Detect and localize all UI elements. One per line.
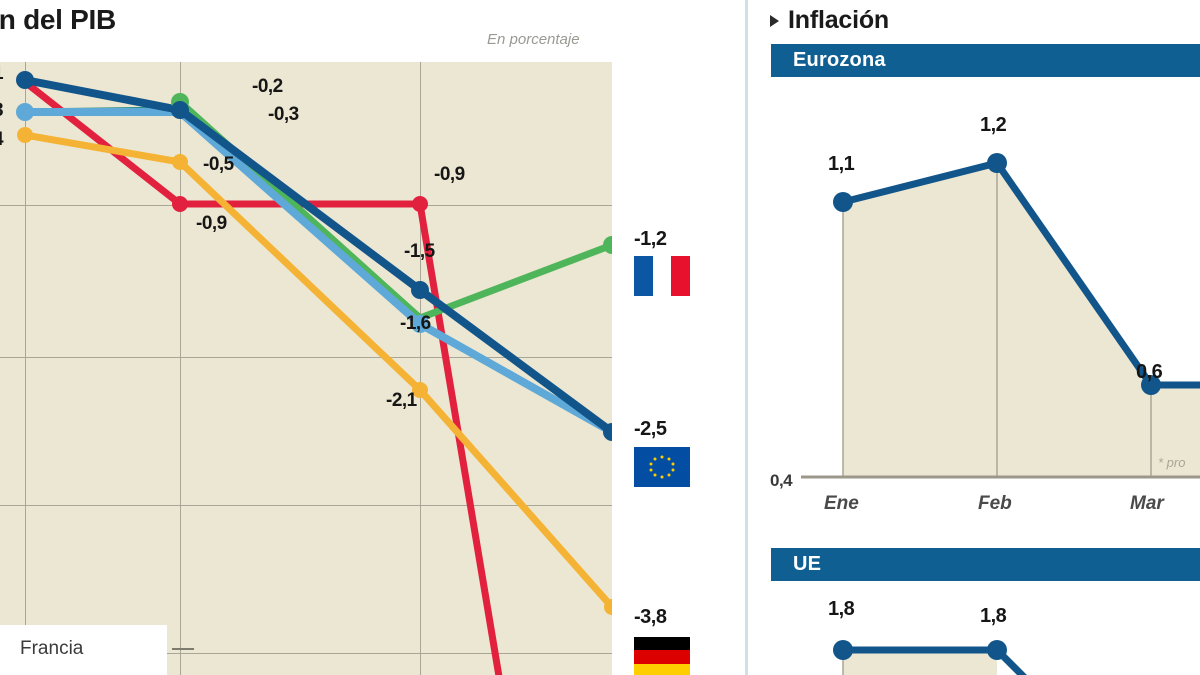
unit-note: En porcentaje	[487, 31, 580, 48]
data-point	[412, 382, 428, 398]
axis-tick-ene: Ene	[824, 493, 859, 514]
inflation-panel: Inflación Eurozona 1,1 1,2 0,6 0,4 Ene	[748, 0, 1200, 675]
axis-tick-mar: Mar	[1130, 493, 1164, 514]
data-point	[412, 196, 428, 212]
eurozona-band: Eurozona	[771, 44, 1200, 77]
data-point	[987, 640, 1007, 660]
eurozona-label: Eurozona	[793, 49, 886, 71]
value-label-mar: 0,6	[1136, 361, 1163, 383]
data-point	[172, 196, 188, 212]
gridline-horizontal	[0, 653, 612, 654]
data-label: -1,5	[404, 241, 435, 262]
data-point	[603, 236, 612, 254]
data-label: -0,3	[268, 104, 299, 125]
data-point	[17, 127, 33, 143]
series-line-eurozona	[839, 159, 1200, 389]
data-point	[604, 599, 612, 615]
data-point	[171, 101, 189, 119]
legend-label-francia: Francia	[20, 638, 84, 659]
triangle-right-icon	[770, 14, 779, 27]
data-point	[172, 154, 188, 170]
data-point	[411, 281, 429, 299]
gdp-panel: ón del PIB En porcentaje	[0, 4, 691, 675]
value-label-ene: 1,1	[828, 153, 855, 175]
inflation-title: Inflación	[788, 6, 889, 34]
inflation-header: Inflación	[770, 6, 889, 35]
axis-tick-feb: Feb	[978, 493, 1012, 514]
data-label: -2,1	[386, 390, 417, 411]
y-axis-label: 4	[0, 129, 4, 151]
gridline-vertical	[180, 62, 181, 675]
series-line-orange	[21, 131, 612, 611]
data-point	[603, 423, 612, 441]
ue-label: UE	[793, 553, 822, 575]
gridline-vertical	[420, 62, 421, 675]
end-label-germany: -3,8	[634, 606, 667, 628]
end-label-france: -1,2	[634, 228, 667, 250]
value-label-feb: 1,2	[980, 114, 1007, 136]
data-label: -1,6	[400, 313, 431, 334]
gdp-series-svg	[16, 71, 612, 675]
legend-tick-mark	[172, 648, 194, 650]
gridline-horizontal	[0, 357, 612, 358]
data-label: -0,9	[434, 164, 465, 185]
france-flag	[634, 256, 691, 296]
eu-stars-icon	[649, 455, 675, 479]
y-axis-label: 3	[0, 100, 4, 122]
page-title: ón del PIB	[0, 4, 116, 35]
area-fill	[843, 163, 1200, 477]
data-label: -0,9	[196, 213, 227, 234]
eu-flag	[634, 447, 690, 487]
data-label: -0,2	[252, 76, 283, 97]
data-point	[833, 192, 853, 212]
germany-flag	[634, 637, 690, 675]
series-line-green	[176, 98, 612, 322]
y-axis-label: 1	[0, 63, 4, 85]
value-label-ue-feb: 1,8	[980, 605, 1007, 627]
ue-chart	[833, 640, 1027, 675]
data-point	[987, 153, 1007, 173]
gridline-vertical	[25, 62, 26, 675]
data-point	[16, 71, 34, 89]
panel-divider	[745, 0, 748, 675]
gdp-plot-area	[0, 62, 612, 675]
legend-item-francia: Francia	[0, 625, 167, 675]
area-fill	[843, 650, 997, 675]
value-label-ue-ene: 1,8	[828, 598, 855, 620]
data-point	[1141, 375, 1161, 395]
baseline-value: 0,4	[770, 471, 793, 490]
data-label: -0,5	[203, 154, 234, 175]
ue-band: UE	[771, 548, 1200, 581]
series-line-darkblue	[21, 76, 612, 436]
eurozona-chart	[801, 153, 1200, 479]
footnote-provisional: * pro	[1158, 455, 1186, 470]
end-label-eu: -2,5	[634, 418, 667, 440]
gridline-horizontal	[0, 505, 612, 506]
data-point	[16, 103, 34, 121]
series-line-lightblue	[21, 108, 612, 436]
data-point	[411, 315, 429, 333]
data-point	[833, 640, 853, 660]
